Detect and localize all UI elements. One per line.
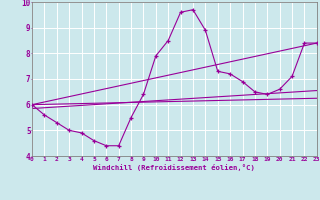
- X-axis label: Windchill (Refroidissement éolien,°C): Windchill (Refroidissement éolien,°C): [93, 164, 255, 171]
